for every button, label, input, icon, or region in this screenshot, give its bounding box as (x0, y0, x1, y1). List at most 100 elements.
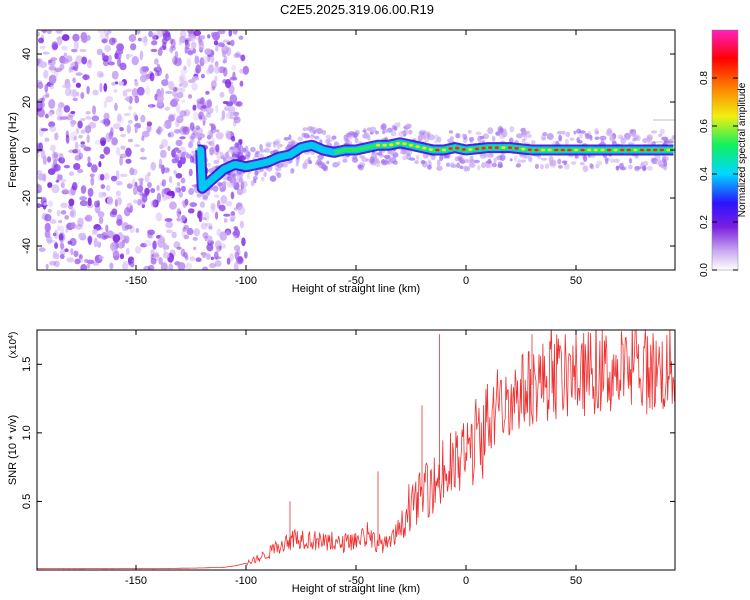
ridge-halo-dot (564, 138, 569, 146)
ridge-halo-dot (259, 143, 263, 151)
noise-blob (123, 207, 131, 217)
noise-blob (40, 128, 49, 132)
noise-blob (77, 217, 84, 228)
noise-blob (169, 38, 174, 45)
ridge-halo-dot (647, 165, 653, 171)
noise-blob (214, 211, 219, 220)
noise-blob (70, 66, 77, 71)
ridge-halo-dot (369, 156, 375, 164)
noise-blob (111, 70, 119, 80)
ridge-halo-dot (457, 156, 462, 161)
ridge-core (448, 147, 453, 150)
noise-blob (125, 88, 132, 93)
noise-blob (52, 253, 60, 260)
noise-blob (79, 200, 88, 207)
ridge-halo-dot (409, 157, 416, 161)
ridge-halo-dot (609, 157, 615, 164)
noise-blob (140, 243, 148, 248)
noise-blob (74, 141, 79, 151)
ridge-halo-dot (627, 142, 635, 146)
ridge-halo-dot (596, 160, 603, 166)
ridge-halo-dot (321, 130, 327, 136)
ridge-core (382, 143, 387, 147)
noise-blob (143, 265, 151, 270)
ridge-halo-dot (359, 155, 365, 159)
noise-blob (191, 82, 198, 91)
noise-blob (59, 249, 66, 256)
noise-blob (86, 259, 95, 265)
noise-blob (202, 55, 210, 64)
ridge-halo-dot (382, 160, 390, 165)
noise-blob (68, 189, 76, 196)
noise-blob (229, 111, 235, 120)
ridge-halo-dot (307, 156, 311, 164)
ridge-halo-dot (550, 159, 557, 166)
ridge-halo-dot (481, 162, 487, 169)
ridge-core (494, 146, 499, 150)
ridge-core (402, 142, 407, 146)
ridge-halo-dot (358, 162, 366, 168)
noise-blob (150, 199, 157, 208)
noise-blob (194, 55, 200, 65)
bottom-y-axis: 0.5 1.0 1.5 (21, 357, 675, 509)
ridge-core (514, 146, 519, 150)
noise-blob (163, 32, 172, 41)
bottom-x-tick-label: 50 (570, 575, 582, 587)
noise-blob (46, 30, 53, 35)
noise-blob (98, 255, 105, 260)
noise-blob (119, 127, 124, 132)
ridge-halo-dot (374, 130, 379, 135)
noise-blob (84, 125, 92, 134)
noise-blob (109, 262, 114, 270)
ridge-halo-dot (583, 155, 588, 163)
noise-blob (205, 90, 210, 95)
noise-blob (86, 263, 91, 269)
ridge-halo-dot (571, 161, 577, 165)
ridge-halo-dot (455, 132, 461, 139)
noise-blob (179, 110, 187, 118)
noise-blob (128, 105, 133, 111)
noise-blob (95, 255, 99, 260)
noise-blob (215, 129, 220, 133)
noise-blob (41, 30, 47, 33)
ridge-halo-dot (663, 160, 668, 167)
noise-blob (119, 253, 125, 260)
noise-blob (87, 156, 91, 163)
noise-blob (232, 231, 238, 236)
noise-blob (55, 179, 59, 183)
noise-blob (180, 87, 186, 93)
noise-blob (115, 48, 124, 55)
noise-blob (59, 253, 65, 260)
ridge-halo-dot (227, 149, 232, 153)
ridge-halo-dot (290, 167, 295, 174)
colorbar-tick-label: 0.2 (699, 215, 710, 229)
noise-blob (176, 91, 184, 99)
noise-blob (184, 255, 189, 261)
noise-blob (151, 40, 158, 46)
noise-blob (204, 223, 213, 227)
top-y-tick-label: -40 (21, 238, 33, 254)
noise-blob (98, 72, 105, 78)
noise-blob (96, 70, 104, 78)
noise-blob (158, 257, 163, 265)
noise-blob (149, 72, 155, 82)
noise-blob (159, 237, 165, 245)
ridge-core (474, 147, 480, 151)
noise-blob (37, 37, 44, 44)
noise-blob (136, 86, 145, 96)
ridge-halo-dot (282, 160, 289, 168)
noise-blob (71, 181, 78, 191)
snr-scale-base: (x10 (8, 338, 19, 358)
noise-blob (92, 105, 96, 115)
ridge-core (613, 148, 618, 152)
noise-blob (49, 239, 57, 243)
ridge-halo-dot (521, 132, 526, 138)
ridge-halo-dot (659, 128, 665, 135)
noise-blob (49, 260, 57, 266)
noise-blob (68, 198, 75, 207)
noise-blob (118, 197, 123, 205)
noise-blob (112, 250, 120, 261)
noise-blob (187, 94, 193, 99)
noise-blob (235, 51, 241, 57)
